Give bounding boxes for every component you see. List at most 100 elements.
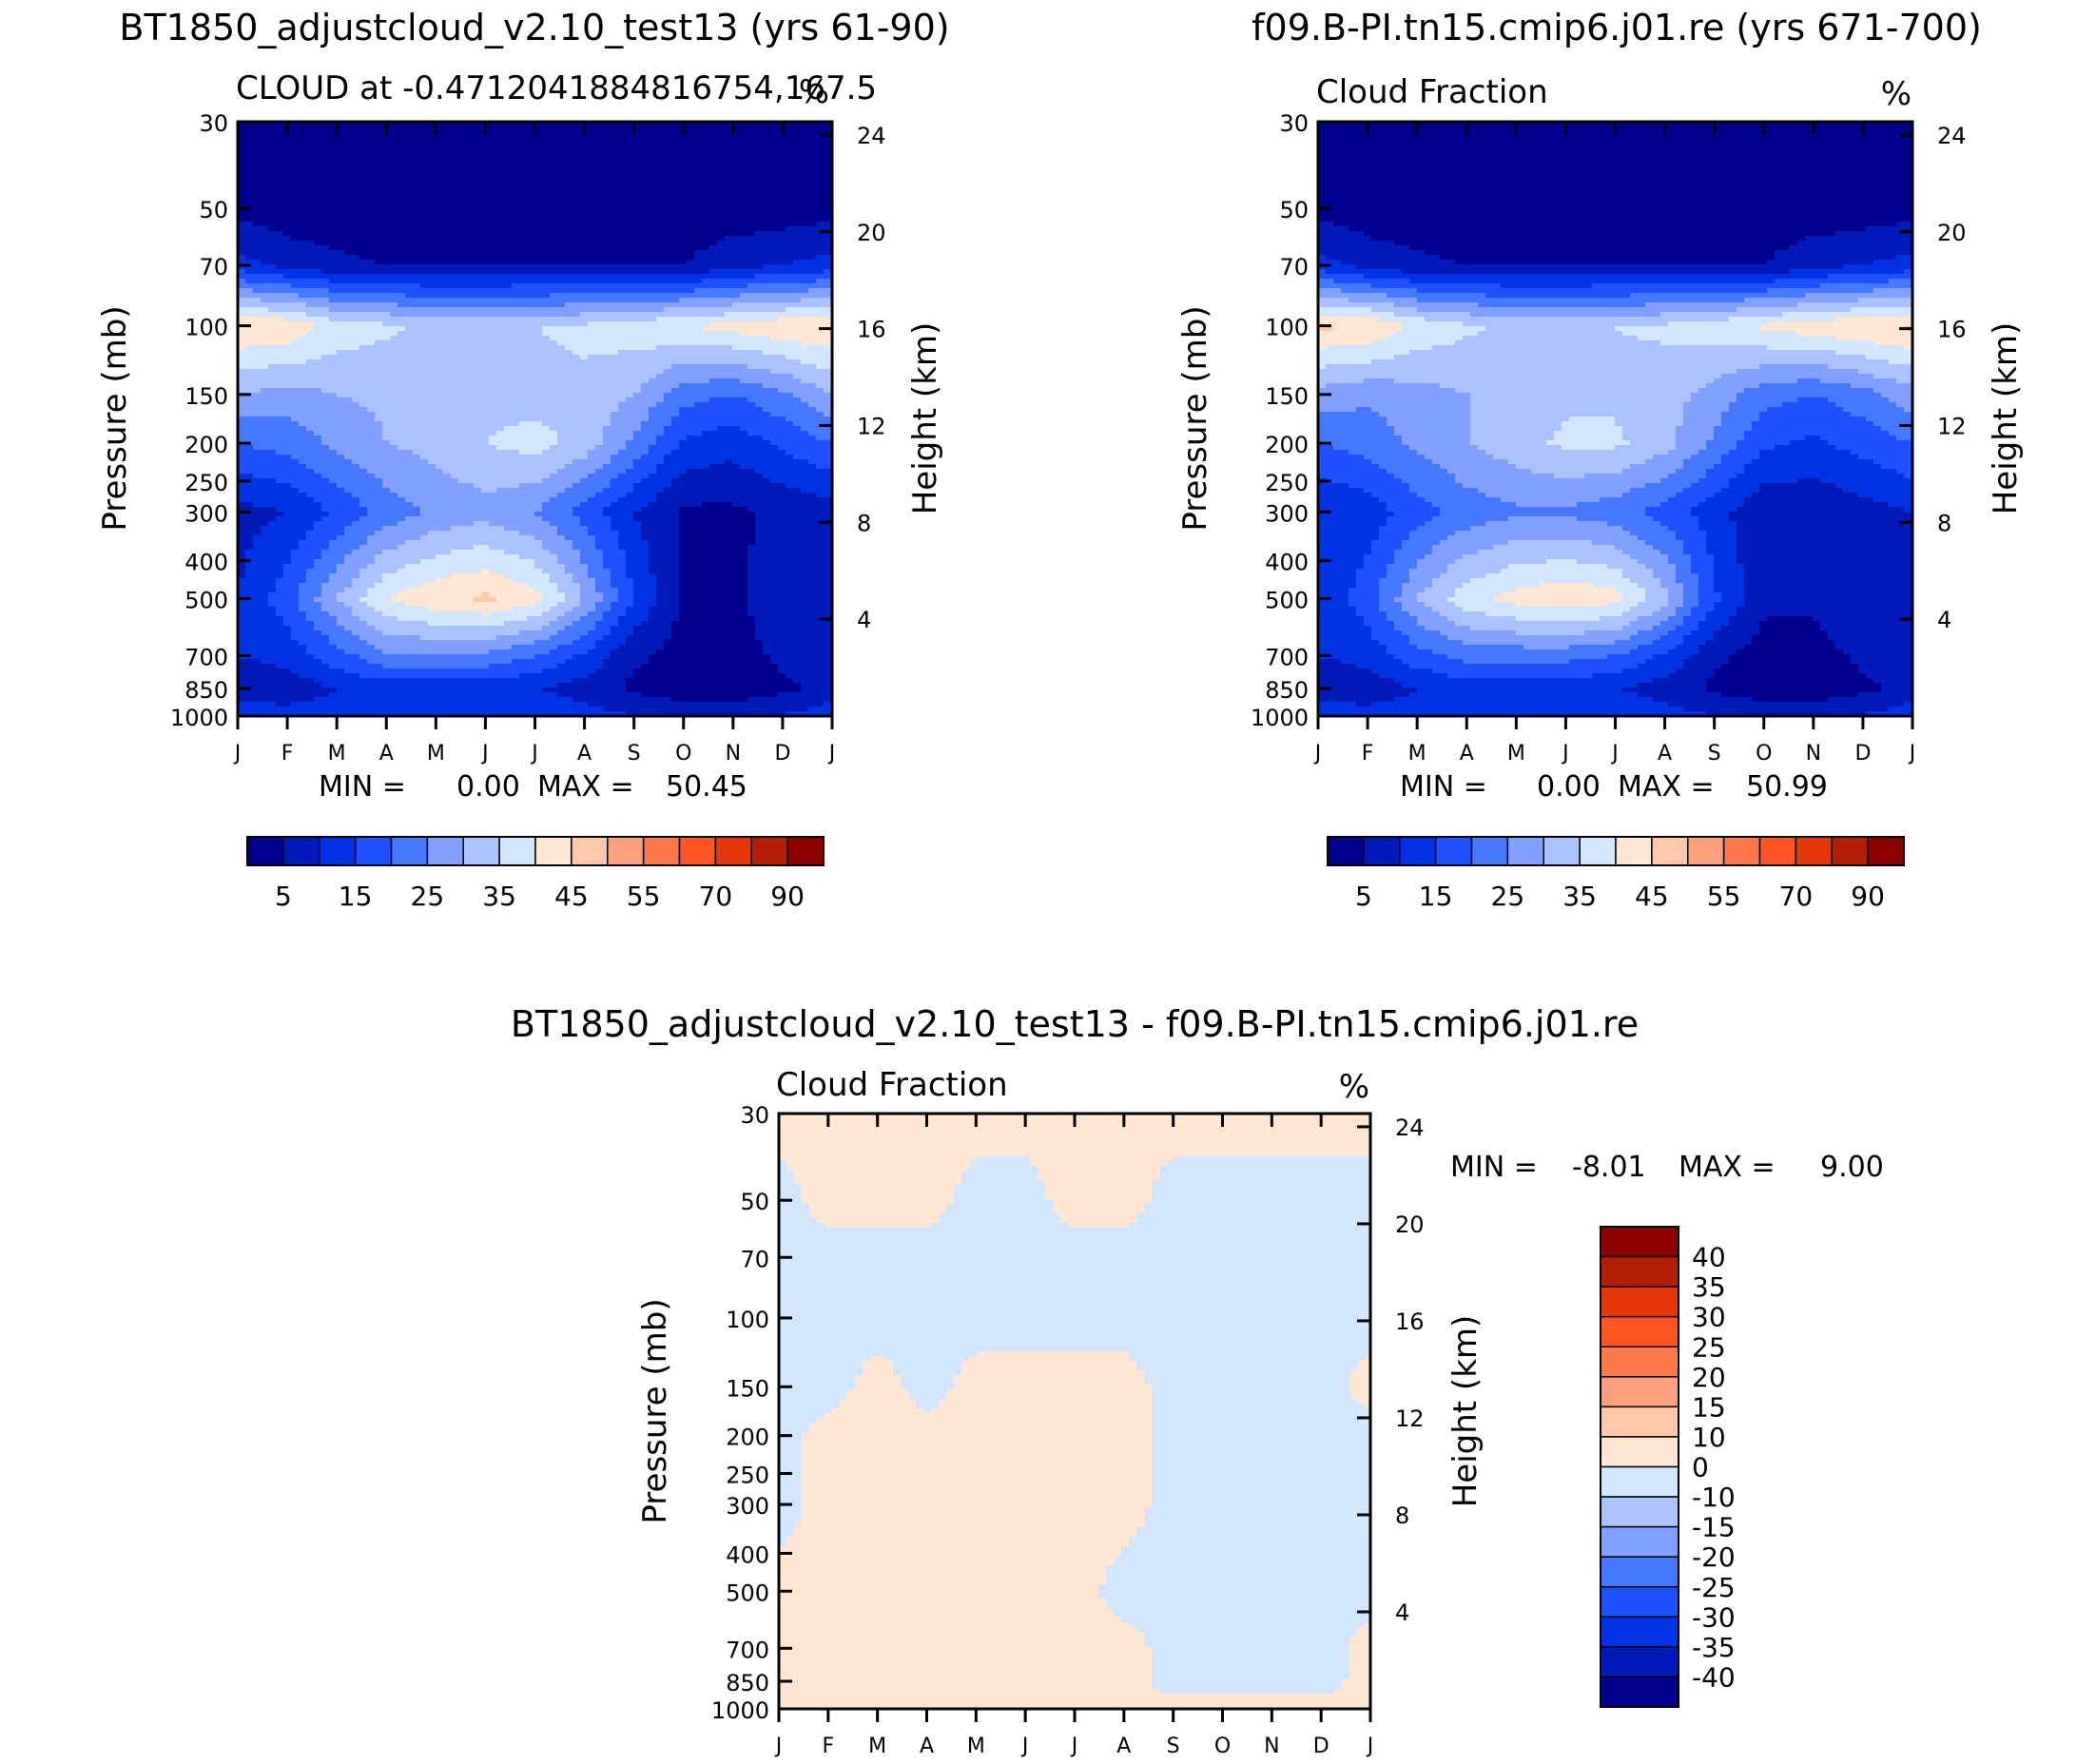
contour-cell bbox=[276, 388, 284, 394]
contour-cell bbox=[352, 136, 360, 142]
contour-cell bbox=[512, 359, 520, 365]
contour-cell bbox=[550, 169, 558, 175]
contour-cell bbox=[519, 393, 528, 398]
contour-cell bbox=[649, 326, 657, 332]
contour-cell bbox=[580, 136, 589, 142]
contour-cell bbox=[359, 131, 368, 137]
contour-cell bbox=[489, 264, 497, 270]
contour-cell bbox=[291, 145, 300, 151]
contour-cell bbox=[687, 388, 695, 394]
contour-cell bbox=[709, 212, 718, 218]
contour-cell bbox=[565, 307, 573, 313]
contour-cell bbox=[268, 407, 277, 413]
contour-cell bbox=[755, 184, 764, 189]
contour-cell bbox=[717, 236, 726, 242]
contour-cell bbox=[565, 393, 573, 398]
contour-cell bbox=[687, 307, 695, 313]
contour-cell bbox=[550, 207, 558, 213]
contour-cell bbox=[770, 250, 779, 256]
contour-cell bbox=[534, 302, 543, 308]
contour-cell bbox=[504, 136, 513, 142]
contour-cell bbox=[276, 231, 284, 237]
contour-cell bbox=[314, 302, 322, 308]
contour-cell bbox=[626, 269, 634, 275]
contour-cell bbox=[755, 179, 764, 184]
contour-cell bbox=[656, 250, 665, 256]
contour-cell bbox=[770, 155, 779, 161]
contour-cell bbox=[451, 298, 459, 303]
contour-cell bbox=[428, 160, 437, 165]
contour-cell bbox=[618, 165, 627, 170]
contour-cell bbox=[291, 184, 300, 189]
contour-cell bbox=[709, 264, 718, 270]
contour-cell bbox=[580, 302, 589, 308]
contour-cell bbox=[641, 321, 650, 327]
contour-cell bbox=[299, 236, 307, 242]
contour-cell bbox=[268, 160, 277, 165]
contour-cell bbox=[641, 245, 650, 251]
contour-cell bbox=[534, 369, 543, 375]
contour-cell bbox=[732, 141, 741, 146]
contour-cell bbox=[527, 288, 535, 294]
contour-cell bbox=[451, 336, 459, 341]
contour-cell bbox=[740, 207, 748, 213]
contour-cell bbox=[337, 355, 345, 360]
contour-cell bbox=[641, 388, 650, 394]
contour-cell bbox=[519, 264, 528, 270]
contour-cell bbox=[474, 250, 482, 256]
contour-cell bbox=[283, 264, 292, 270]
contour-cell bbox=[314, 321, 322, 327]
contour-cell bbox=[382, 345, 391, 351]
contour-cell bbox=[466, 264, 475, 270]
contour-cell bbox=[740, 374, 748, 379]
contour-cell bbox=[786, 141, 794, 146]
contour-cell bbox=[398, 155, 406, 161]
contour-cell bbox=[801, 317, 809, 322]
contour-cell bbox=[595, 302, 604, 308]
contour-cell bbox=[649, 188, 657, 194]
contour-cell bbox=[359, 417, 368, 422]
contour-cell bbox=[534, 217, 543, 223]
contour-cell bbox=[276, 193, 284, 199]
contour-cell bbox=[763, 255, 771, 261]
contour-cell bbox=[359, 188, 368, 194]
contour-cell bbox=[413, 350, 421, 356]
contour-cell bbox=[238, 355, 246, 360]
contour-cell bbox=[527, 122, 535, 127]
contour-cell bbox=[717, 126, 726, 132]
contour-cell bbox=[352, 326, 360, 332]
contour-cell bbox=[283, 203, 292, 208]
contour-cell bbox=[375, 207, 383, 213]
contour-cell bbox=[382, 359, 391, 365]
contour-cell bbox=[603, 212, 611, 218]
contour-cell bbox=[618, 321, 627, 327]
contour-cell bbox=[709, 317, 718, 322]
contour-cell bbox=[337, 179, 345, 184]
contour-cell bbox=[786, 407, 794, 413]
contour-cell bbox=[390, 298, 398, 303]
contour-cell bbox=[398, 136, 406, 142]
contour-cell bbox=[747, 203, 756, 208]
contour-cell bbox=[542, 269, 551, 275]
contour-cell bbox=[702, 264, 710, 270]
contour-cell bbox=[763, 364, 771, 370]
contour-cell bbox=[276, 160, 284, 165]
contour-cell bbox=[808, 174, 817, 180]
contour-cell bbox=[649, 321, 657, 327]
contour-cell bbox=[763, 160, 771, 165]
contour-cell bbox=[398, 184, 406, 189]
contour-cell bbox=[337, 222, 345, 227]
contour-cell bbox=[443, 317, 452, 322]
contour-cell bbox=[633, 288, 642, 294]
contour-cell bbox=[489, 283, 497, 289]
contour-cell bbox=[512, 198, 520, 204]
contour-cell bbox=[428, 397, 437, 403]
contour-cell bbox=[306, 402, 315, 408]
contour-cell bbox=[436, 417, 444, 422]
contour-cell bbox=[489, 302, 497, 308]
contour-cell bbox=[245, 165, 254, 170]
contour-cell bbox=[565, 293, 573, 299]
contour-cell bbox=[793, 283, 802, 289]
contour-cell bbox=[276, 359, 284, 365]
contour-cell bbox=[687, 260, 695, 265]
